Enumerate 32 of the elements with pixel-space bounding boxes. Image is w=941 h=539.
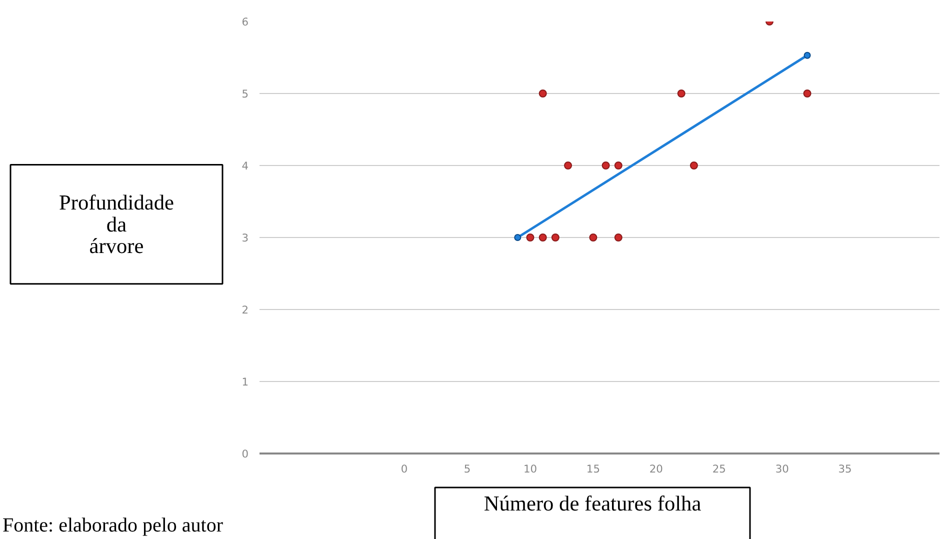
y-tick-label: 4 [242, 160, 249, 172]
x-tick-label: 25 [712, 462, 726, 476]
point [538, 90, 547, 98]
y-tick-label: 2 [242, 304, 248, 316]
point [690, 162, 698, 170]
point [803, 90, 812, 98]
source-note: Fonte: elaborado pelo autor [2, 514, 224, 536]
point [589, 234, 598, 242]
x-tick-label: 30 [775, 462, 790, 476]
point [526, 234, 534, 242]
x-tick-label: 35 [838, 462, 852, 476]
y-tick-label: 5 [242, 88, 248, 100]
y-tick-label: 0 [242, 448, 249, 460]
x-axis-title: Número de features folha [484, 492, 702, 516]
point [614, 234, 622, 242]
point [614, 162, 622, 170]
y-tick-label: 6 [242, 16, 249, 28]
point [551, 234, 560, 242]
point [804, 52, 811, 59]
x-tick-label: 5 [464, 462, 471, 476]
point [538, 234, 547, 242]
x-tick-label: 15 [586, 462, 600, 476]
x-tick-label: 10 [523, 462, 538, 476]
y-axis-title: Profundidade da árvore [59, 190, 174, 258]
point [514, 234, 522, 241]
point [564, 162, 572, 170]
y-tick-label: 1 [242, 376, 248, 388]
x-tick-label: 0 [400, 462, 408, 476]
x-tick-label: 20 [649, 462, 664, 476]
point [677, 90, 686, 98]
y-tick-label: 3 [242, 232, 248, 244]
point [602, 162, 610, 170]
